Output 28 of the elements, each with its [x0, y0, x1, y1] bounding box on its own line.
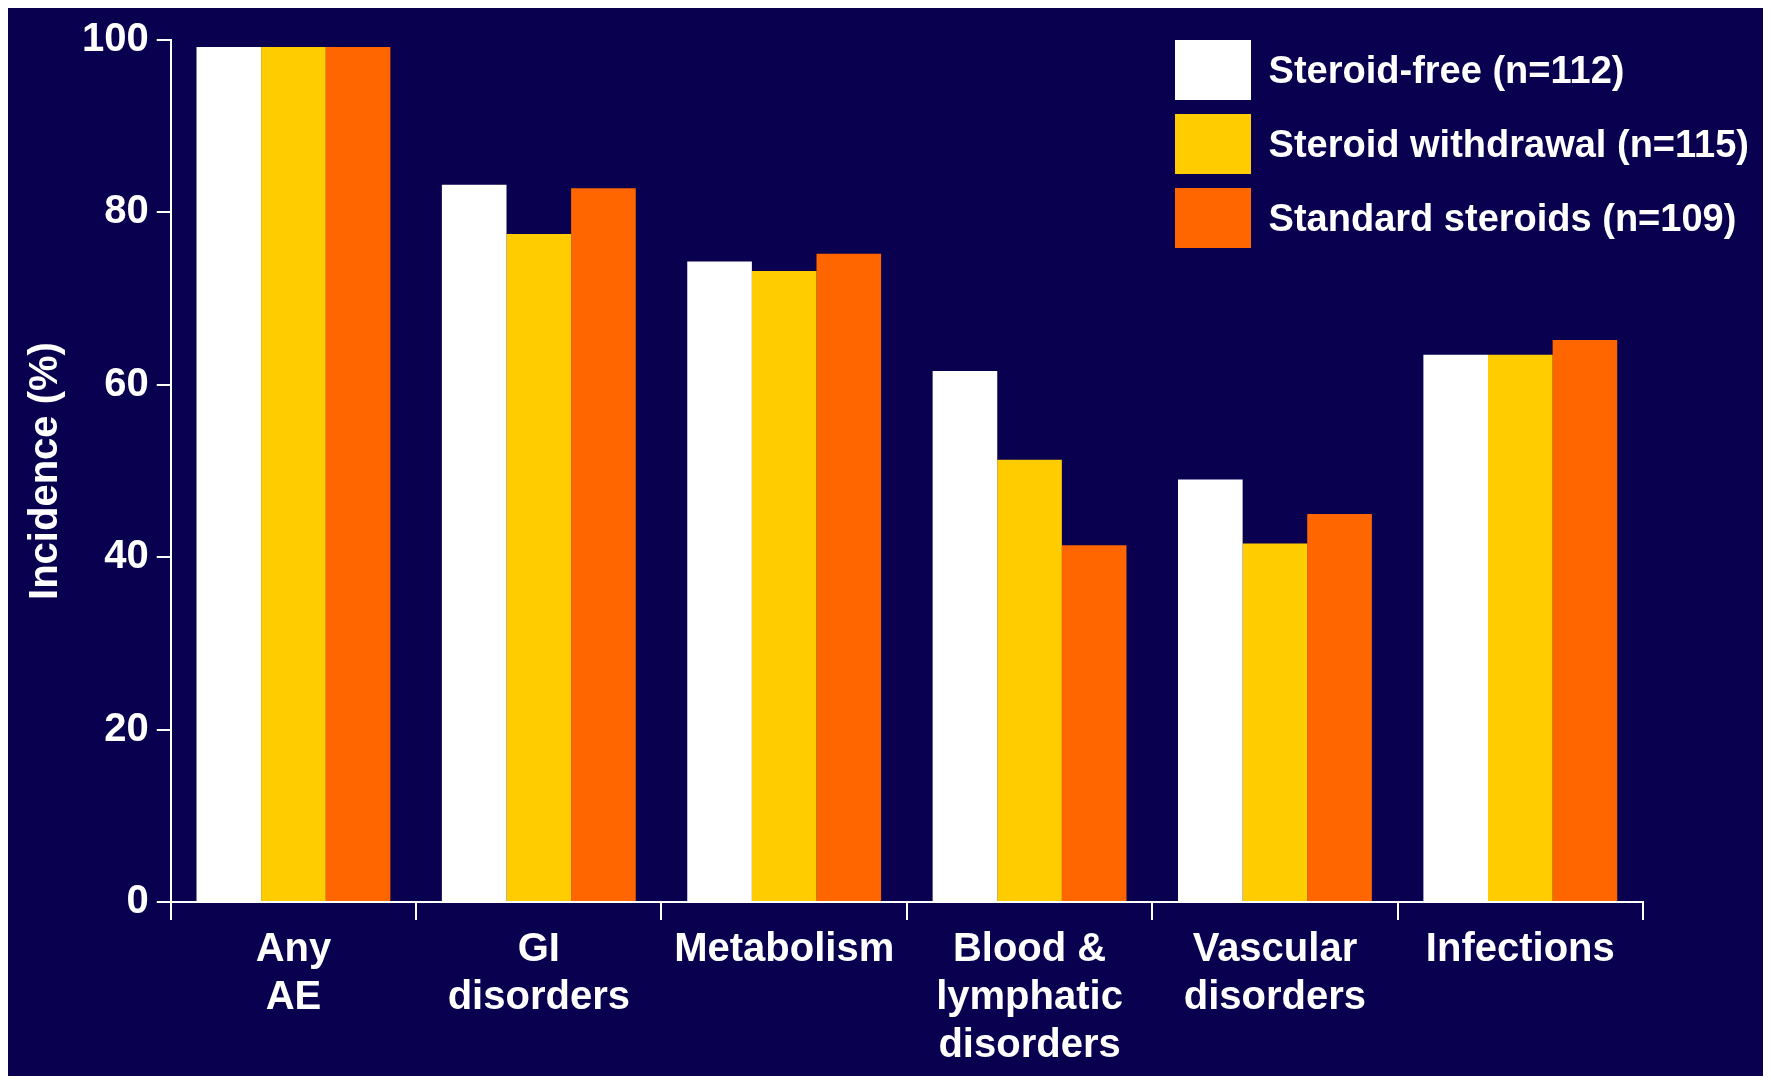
- bar: [816, 253, 882, 901]
- bar: [1307, 514, 1372, 901]
- bar: [325, 46, 391, 901]
- x-tick-label: Blood & lymphatic disorders: [936, 925, 1123, 1066]
- y-tick-label: 100: [81, 15, 149, 60]
- bar: [751, 271, 817, 901]
- y-tick-label: 60: [104, 359, 149, 404]
- bar: [261, 46, 326, 901]
- bar: [1488, 354, 1553, 901]
- y-tick-label: 80: [104, 187, 149, 232]
- legend-label: Steroid withdrawal (n=115): [1268, 122, 1749, 166]
- bar: [1061, 545, 1127, 901]
- legend-label: Standard steroids (n=109): [1268, 196, 1737, 240]
- x-tick-label: Infections: [1425, 925, 1615, 970]
- legend-label: Steroid-free (n=112): [1268, 48, 1625, 92]
- x-tick-label: Vascular disorders: [1183, 925, 1367, 1018]
- y-axis-title: Incidence (%): [21, 342, 66, 600]
- y-tick-label: 0: [126, 877, 149, 922]
- x-tick-label: Metabolism: [674, 925, 895, 970]
- bar: [571, 188, 636, 901]
- bar: [997, 459, 1062, 901]
- bar: [1552, 339, 1618, 901]
- bar: [1242, 543, 1308, 901]
- y-tick-label: 40: [104, 532, 149, 577]
- x-tick-label: GI disorders: [447, 925, 630, 1018]
- y-tick-label: 20: [104, 704, 149, 749]
- bar: [506, 233, 572, 901]
- x-tick-label: Any AE: [255, 925, 332, 1018]
